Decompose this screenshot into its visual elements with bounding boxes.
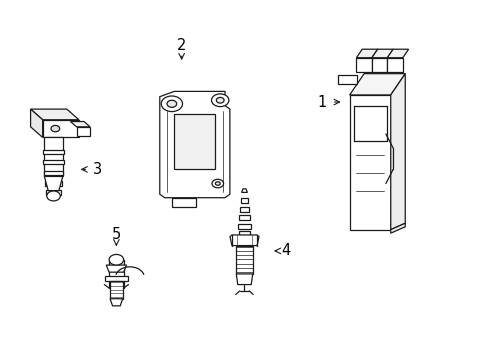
- Polygon shape: [70, 122, 90, 127]
- Polygon shape: [236, 274, 252, 284]
- Text: 3: 3: [92, 162, 102, 177]
- Polygon shape: [390, 74, 405, 230]
- Polygon shape: [45, 181, 62, 186]
- Polygon shape: [44, 171, 63, 175]
- Circle shape: [211, 94, 228, 107]
- Polygon shape: [238, 231, 250, 236]
- Polygon shape: [43, 149, 64, 154]
- Circle shape: [215, 182, 220, 185]
- Polygon shape: [239, 215, 249, 220]
- Polygon shape: [349, 95, 390, 230]
- Circle shape: [212, 179, 223, 188]
- Polygon shape: [110, 299, 122, 306]
- Polygon shape: [356, 58, 371, 72]
- Polygon shape: [356, 49, 377, 58]
- Polygon shape: [241, 198, 247, 203]
- Polygon shape: [110, 281, 122, 299]
- Text: 2: 2: [177, 38, 186, 53]
- Polygon shape: [160, 91, 229, 198]
- Polygon shape: [174, 114, 215, 169]
- Polygon shape: [44, 176, 62, 191]
- Text: 5: 5: [112, 228, 121, 242]
- Circle shape: [167, 100, 176, 107]
- Polygon shape: [31, 109, 79, 120]
- Text: 1: 1: [317, 95, 326, 109]
- Text: 4: 4: [281, 243, 289, 258]
- Polygon shape: [44, 138, 62, 176]
- Polygon shape: [337, 76, 356, 84]
- Polygon shape: [42, 120, 79, 138]
- Polygon shape: [106, 265, 126, 272]
- Polygon shape: [238, 224, 250, 229]
- Polygon shape: [171, 198, 196, 207]
- Polygon shape: [390, 223, 405, 233]
- Circle shape: [47, 191, 60, 201]
- Polygon shape: [104, 276, 128, 281]
- Polygon shape: [76, 127, 90, 136]
- Polygon shape: [43, 160, 63, 165]
- Circle shape: [51, 125, 60, 132]
- Polygon shape: [386, 58, 402, 72]
- Polygon shape: [386, 49, 408, 58]
- Polygon shape: [240, 207, 248, 212]
- Polygon shape: [46, 190, 61, 194]
- Polygon shape: [109, 260, 123, 288]
- Circle shape: [109, 255, 123, 265]
- Polygon shape: [31, 109, 42, 138]
- Polygon shape: [349, 74, 405, 95]
- Polygon shape: [229, 235, 259, 246]
- Circle shape: [216, 98, 224, 103]
- Polygon shape: [236, 246, 252, 274]
- Polygon shape: [371, 49, 392, 58]
- Polygon shape: [241, 189, 247, 192]
- Circle shape: [161, 96, 182, 112]
- Polygon shape: [371, 58, 386, 72]
